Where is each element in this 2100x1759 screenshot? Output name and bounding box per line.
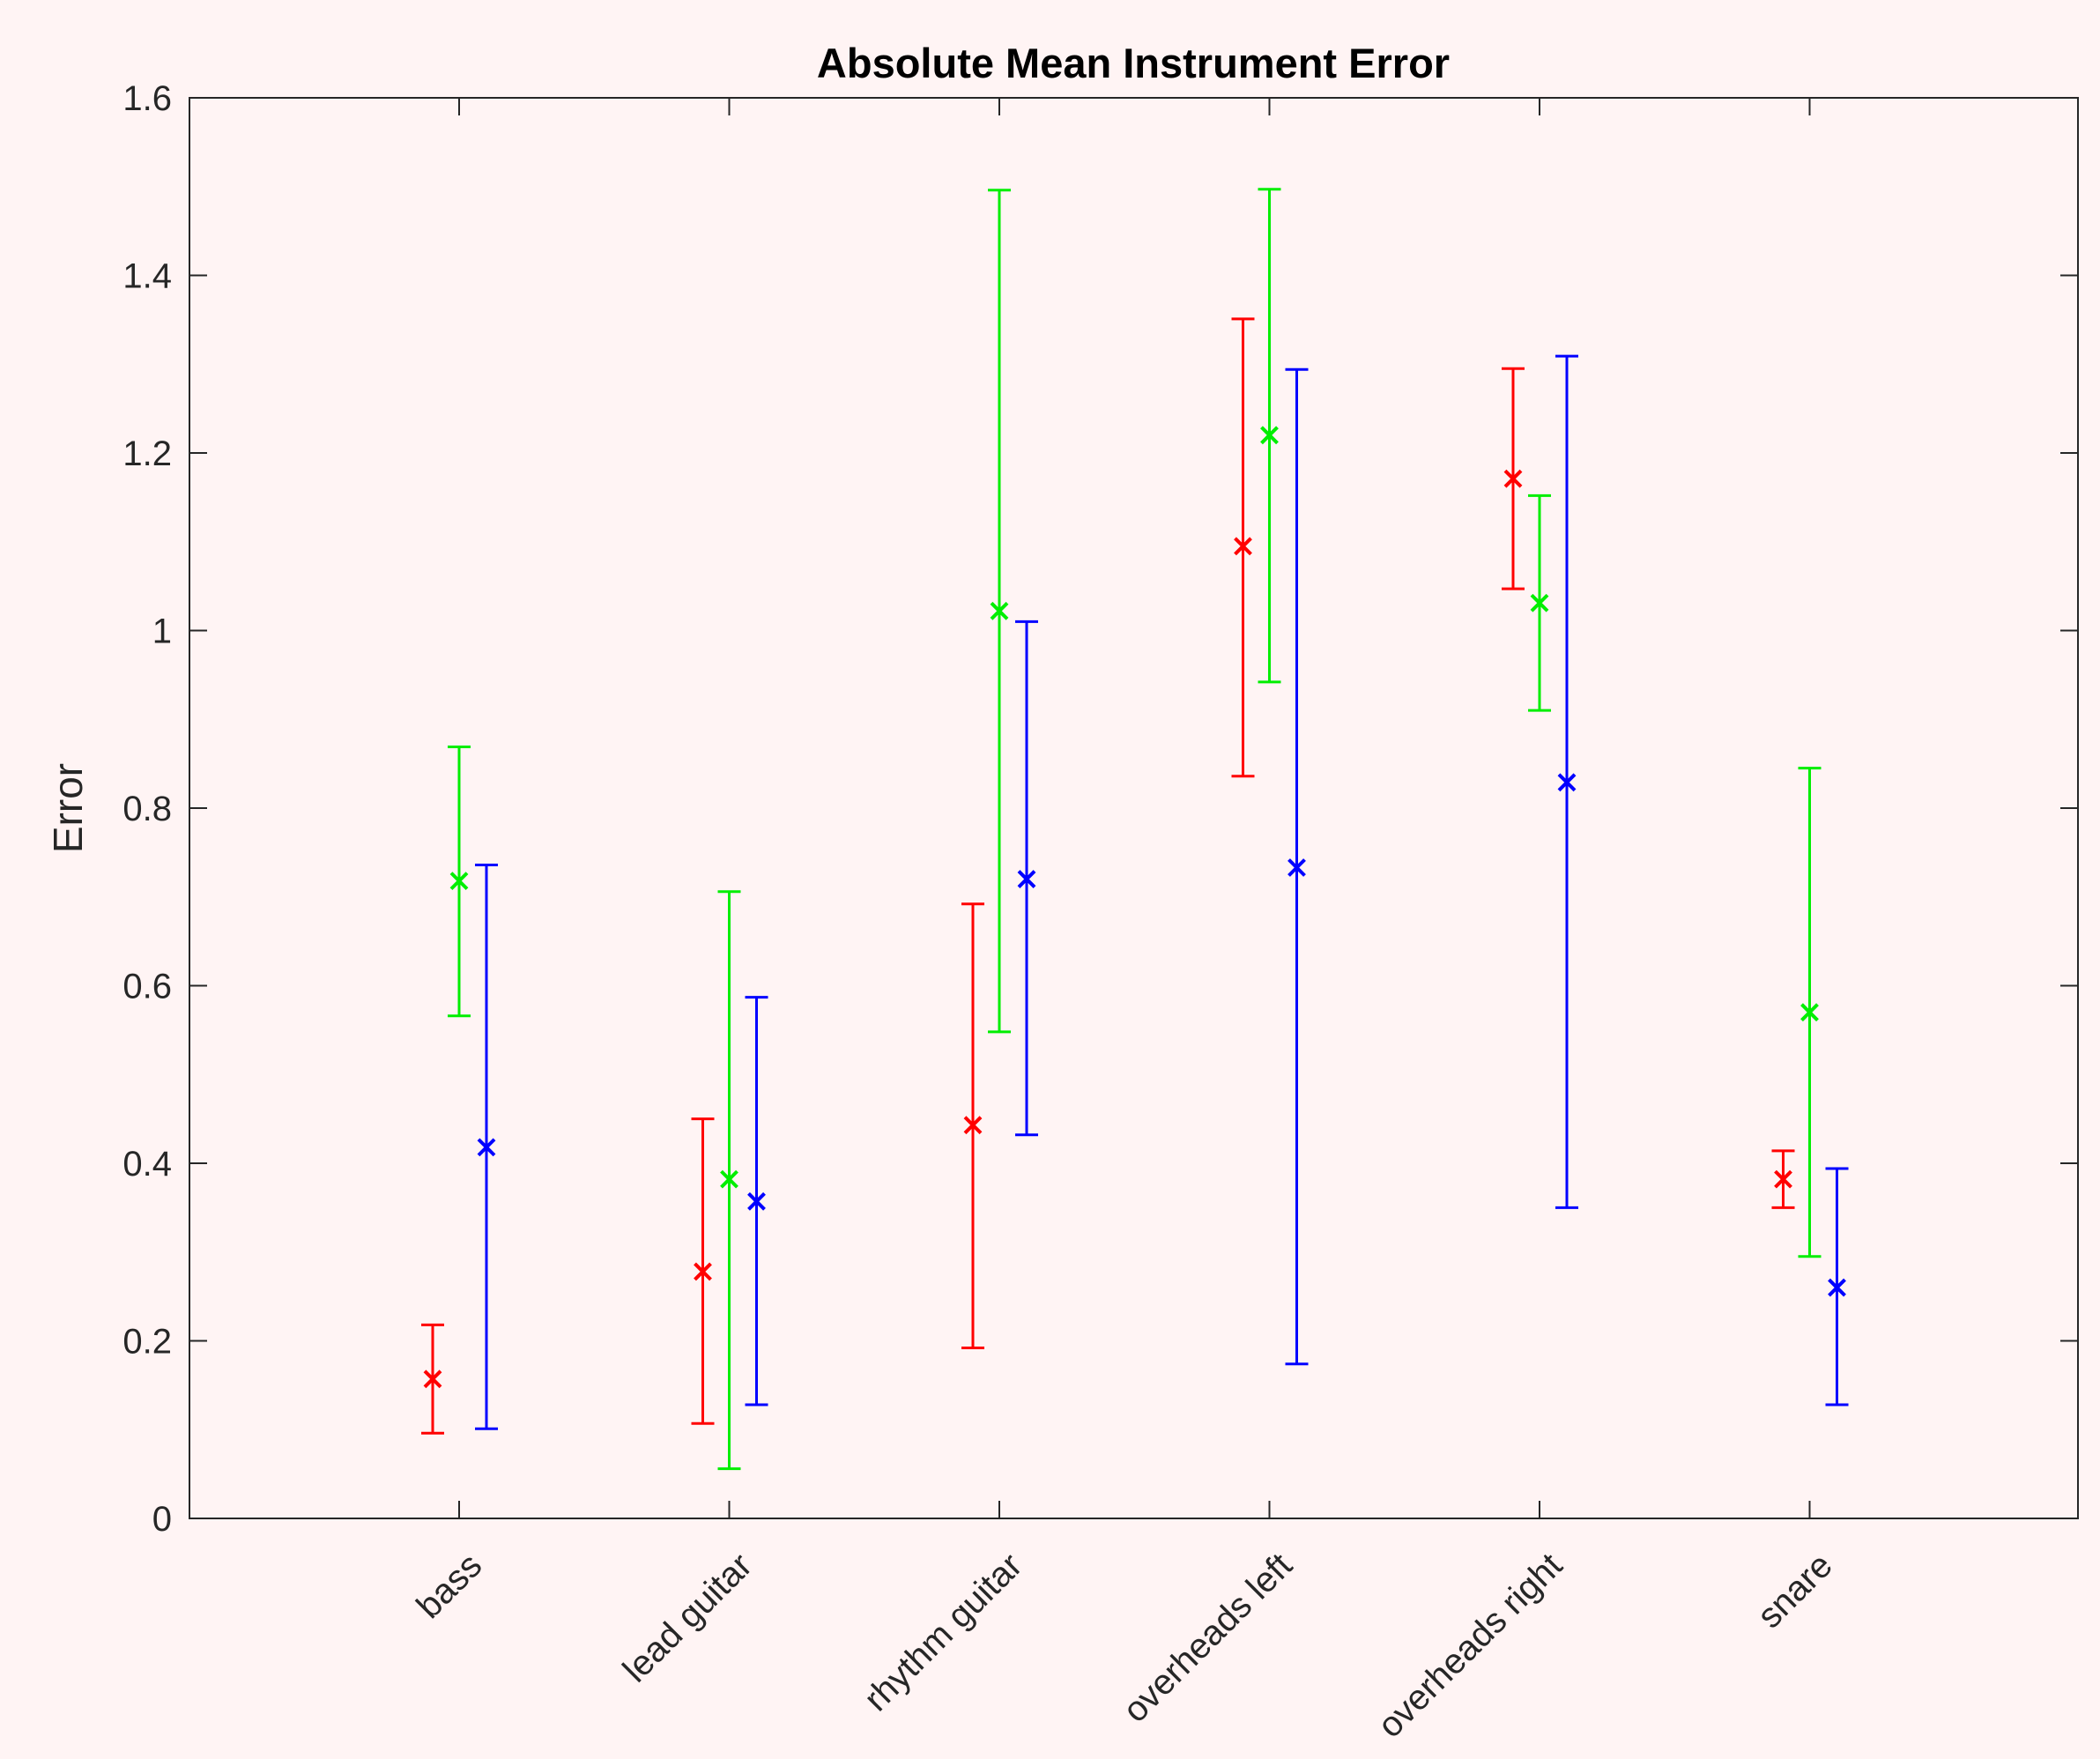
y-axis-label: Error (45, 763, 91, 853)
series-1 (448, 188, 1822, 1471)
data-point (1503, 469, 1523, 488)
data-point (1774, 1169, 1792, 1189)
y-tick-label: 1.6 (122, 79, 172, 118)
y-tick-label: 1 (152, 612, 172, 651)
data-point (1800, 1003, 1819, 1022)
data-point (477, 1138, 496, 1157)
x-tick-label: snare (1750, 1546, 1840, 1636)
plot-area (189, 98, 2078, 1518)
y-tick-label: 0.2 (122, 1323, 172, 1362)
plot-frame (189, 97, 2079, 1519)
data-point (694, 1262, 712, 1281)
data-point (963, 1116, 983, 1135)
x-tick-label: bass (410, 1546, 490, 1626)
y-tick-label: 0.4 (122, 1145, 172, 1184)
data-point (1530, 593, 1549, 612)
data-point (990, 601, 1009, 620)
x-tick-label: rhythm guitar (857, 1546, 1029, 1718)
data-point (747, 1191, 766, 1211)
data-point (1557, 773, 1577, 792)
y-tick-label: 1.2 (122, 434, 172, 473)
data-point (1828, 1278, 1846, 1297)
data-point (1260, 426, 1279, 445)
x-tick-label: overheads left (1116, 1546, 1300, 1730)
x-tick-label: overheads right (1370, 1546, 1569, 1745)
y-tick-label: 0 (152, 1500, 172, 1539)
y-tick-label: 0.8 (122, 790, 172, 828)
data-point (720, 1169, 738, 1189)
y-tick-label: 0.6 (122, 968, 172, 1006)
data-point (423, 1369, 442, 1389)
data-point (1287, 858, 1306, 877)
data-point (449, 872, 469, 891)
series-0 (421, 317, 1795, 1435)
series-2 (475, 354, 1849, 1430)
x-tick-label: lead guitar (616, 1546, 760, 1689)
y-tick-label: 1.4 (122, 257, 172, 296)
data-point (1234, 537, 1252, 556)
chart-title: Absolute Mean Instrument Error (817, 40, 1450, 86)
series-layer (421, 188, 1849, 1471)
data-point (1017, 870, 1036, 889)
